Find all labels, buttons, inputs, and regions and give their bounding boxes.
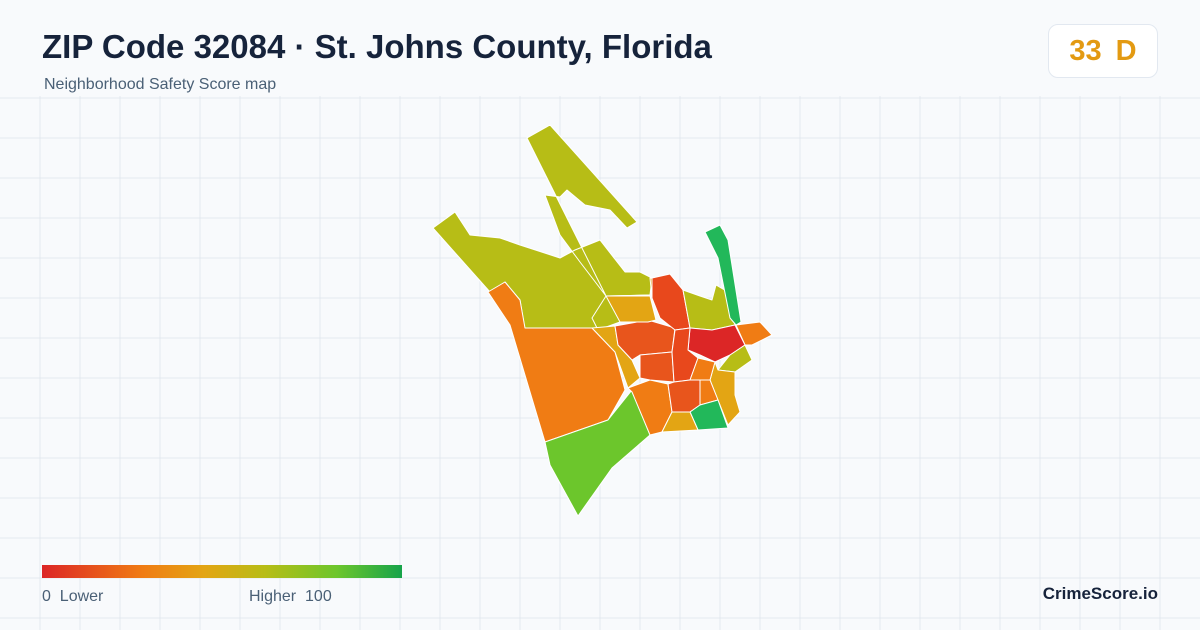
subtitle: Neighborhood Safety Score map [44,76,277,93]
region [689,399,729,431]
score-badge: 33 D [1048,24,1158,78]
region [661,411,699,433]
legend-min: 0 Lower [42,588,103,606]
region [544,389,651,517]
score-grade: D [1115,34,1137,67]
title: ZIP Code 32084 · St. Johns County, Flori… [42,28,712,65]
legend-min-label: Lower [59,588,104,605]
region [704,224,742,326]
zip-regions [432,124,773,517]
legend-max-value: 100 [305,588,332,605]
legend-min-value: 0 [42,588,51,605]
region [605,295,657,323]
region [639,351,675,383]
legend-max-label: Higher [249,588,297,605]
region [651,273,691,331]
legend-gradient [42,565,402,578]
score-value: 33 [1069,34,1102,67]
brand: CrimeScore.io [1042,584,1158,603]
region [667,379,701,413]
legend-max: Higher 100 [249,588,332,606]
region [717,344,753,373]
